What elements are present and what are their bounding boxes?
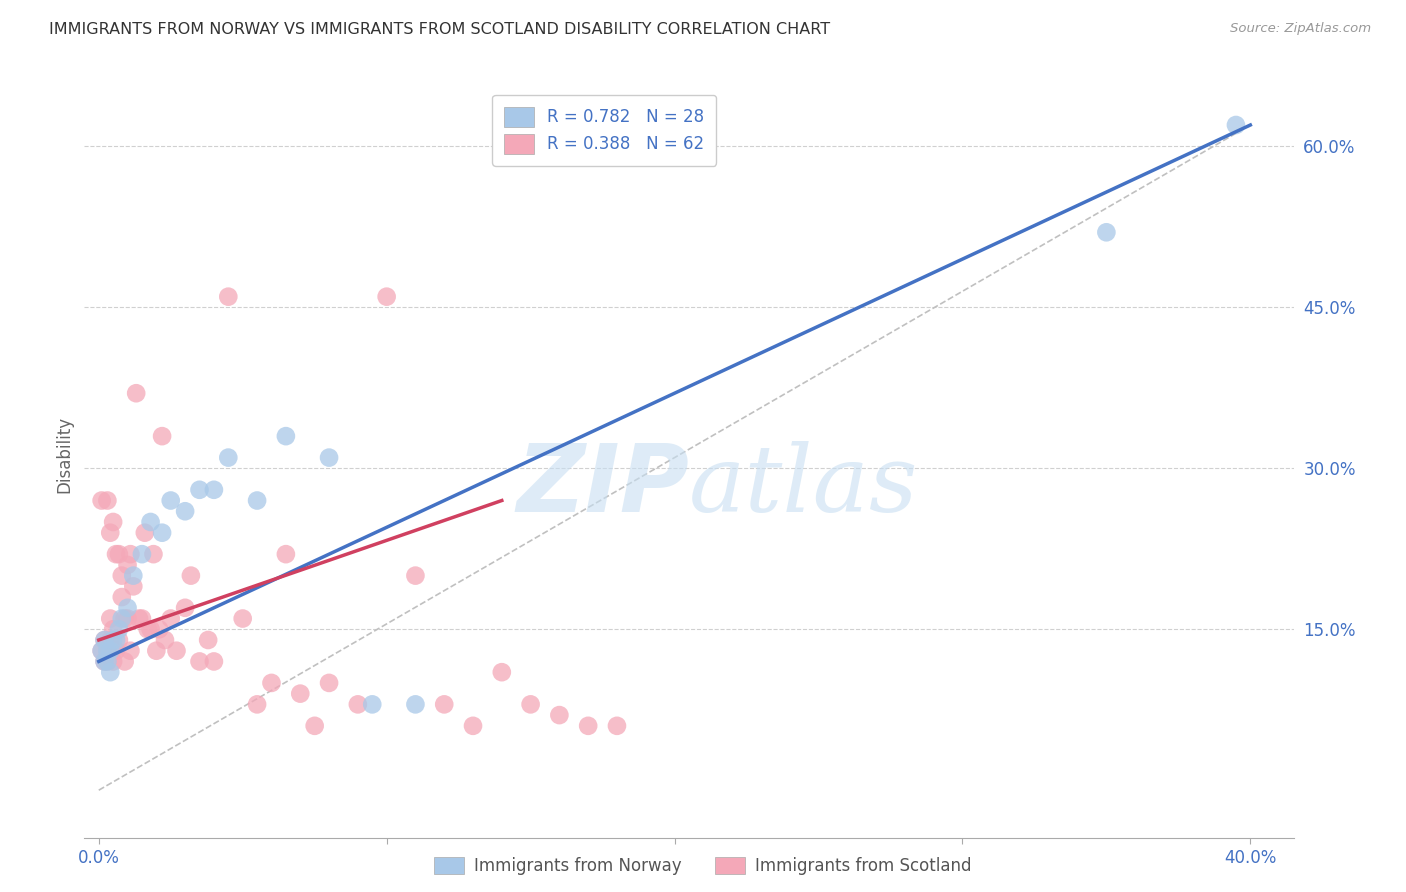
Point <box>290 687 312 701</box>
Point <box>174 504 197 518</box>
Point <box>111 611 134 625</box>
Point <box>108 547 131 561</box>
Point <box>117 600 139 615</box>
Point <box>131 547 153 561</box>
Point <box>361 698 384 712</box>
Point <box>111 590 134 604</box>
Point <box>180 568 202 582</box>
Point <box>101 515 124 529</box>
Point <box>114 655 136 669</box>
Point <box>150 429 173 443</box>
Point <box>114 611 136 625</box>
Point <box>96 644 118 658</box>
Point <box>93 632 115 647</box>
Point <box>128 611 150 625</box>
Point <box>90 644 112 658</box>
Point <box>108 632 131 647</box>
Point <box>150 525 173 540</box>
Point <box>217 450 239 465</box>
Point <box>98 632 121 647</box>
Point <box>274 547 297 561</box>
Point <box>519 698 541 712</box>
Point <box>375 290 398 304</box>
Point <box>101 622 124 636</box>
Point <box>159 493 181 508</box>
Point <box>159 611 181 625</box>
Point <box>148 622 170 636</box>
Point <box>260 676 283 690</box>
Point <box>108 622 131 636</box>
Point <box>117 611 139 625</box>
Point <box>131 611 153 625</box>
Point <box>318 450 340 465</box>
Text: IMMIGRANTS FROM NORWAY VS IMMIGRANTS FROM SCOTLAND DISABILITY CORRELATION CHART: IMMIGRANTS FROM NORWAY VS IMMIGRANTS FRO… <box>49 22 831 37</box>
Point <box>120 644 142 658</box>
Point <box>105 547 128 561</box>
Point <box>202 655 225 669</box>
Point <box>548 708 571 723</box>
Point <box>461 719 484 733</box>
Point <box>98 644 121 658</box>
Point <box>166 644 188 658</box>
Point <box>404 568 426 582</box>
Point <box>174 600 197 615</box>
Point <box>404 698 426 712</box>
Point <box>117 558 139 572</box>
Point <box>491 665 513 680</box>
Point <box>304 719 326 733</box>
Point <box>246 493 269 508</box>
Text: Source: ZipAtlas.com: Source: ZipAtlas.com <box>1230 22 1371 36</box>
Point <box>90 493 112 508</box>
Point <box>105 632 128 647</box>
Point <box>1095 225 1118 239</box>
Point <box>576 719 599 733</box>
Point <box>122 579 145 593</box>
Point <box>122 568 145 582</box>
Point <box>145 644 167 658</box>
Point <box>139 515 162 529</box>
Point <box>120 547 142 561</box>
Point <box>93 655 115 669</box>
Point <box>96 493 118 508</box>
Y-axis label: Disability: Disability <box>55 417 73 493</box>
Point <box>274 429 297 443</box>
Point <box>93 655 115 669</box>
Point <box>98 525 121 540</box>
Text: atlas: atlas <box>689 441 918 531</box>
Point <box>347 698 370 712</box>
Point <box>101 655 124 669</box>
Text: ZIP: ZIP <box>516 440 689 532</box>
Point <box>96 655 118 669</box>
Point <box>134 525 156 540</box>
Point <box>101 632 124 647</box>
Point <box>125 386 148 401</box>
Point <box>188 655 211 669</box>
Point <box>153 632 176 647</box>
Point <box>96 644 118 658</box>
Point <box>98 665 121 680</box>
Point <box>111 568 134 582</box>
Point <box>142 547 165 561</box>
Point <box>188 483 211 497</box>
Point <box>318 676 340 690</box>
Point <box>139 622 162 636</box>
Point <box>93 632 115 647</box>
Point <box>246 698 269 712</box>
Legend: R = 0.782   N = 28, R = 0.388   N = 62: R = 0.782 N = 28, R = 0.388 N = 62 <box>492 95 716 166</box>
Point <box>1225 118 1247 132</box>
Point <box>136 622 159 636</box>
Point <box>606 719 628 733</box>
Point <box>98 611 121 625</box>
Legend: Immigrants from Norway, Immigrants from Scotland: Immigrants from Norway, Immigrants from … <box>426 849 980 884</box>
Point <box>90 644 112 658</box>
Point <box>197 632 219 647</box>
Point <box>433 698 456 712</box>
Point <box>96 655 118 669</box>
Point <box>105 644 128 658</box>
Point <box>217 290 239 304</box>
Point <box>202 483 225 497</box>
Point <box>232 611 254 625</box>
